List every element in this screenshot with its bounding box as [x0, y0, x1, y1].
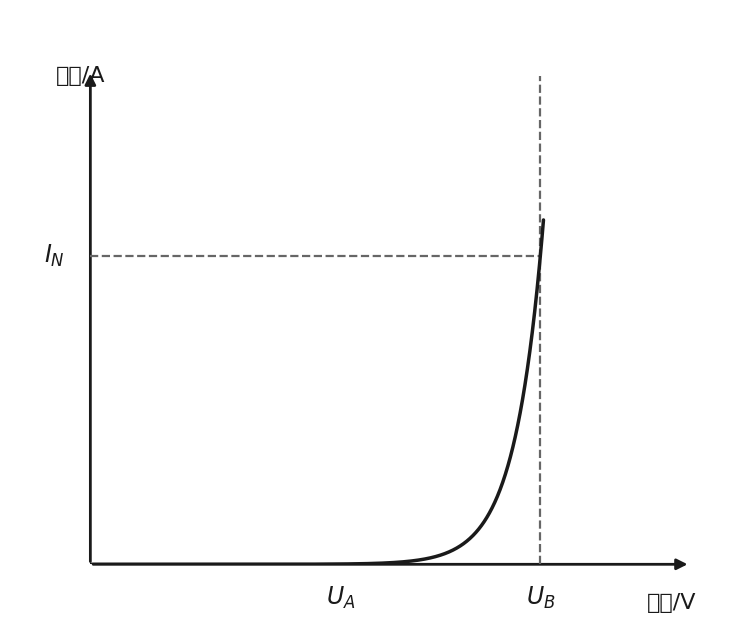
Text: $\mathit{I}_\mathit{N}$: $\mathit{I}_\mathit{N}$ — [44, 243, 66, 269]
Text: 电压/V: 电压/V — [647, 593, 697, 613]
Text: 电流/A: 电流/A — [56, 66, 105, 85]
Text: $\mathit{U}_\mathit{A}$: $\mathit{U}_\mathit{A}$ — [325, 585, 355, 611]
Text: $\mathit{U}_\mathit{B}$: $\mathit{U}_\mathit{B}$ — [526, 585, 555, 611]
